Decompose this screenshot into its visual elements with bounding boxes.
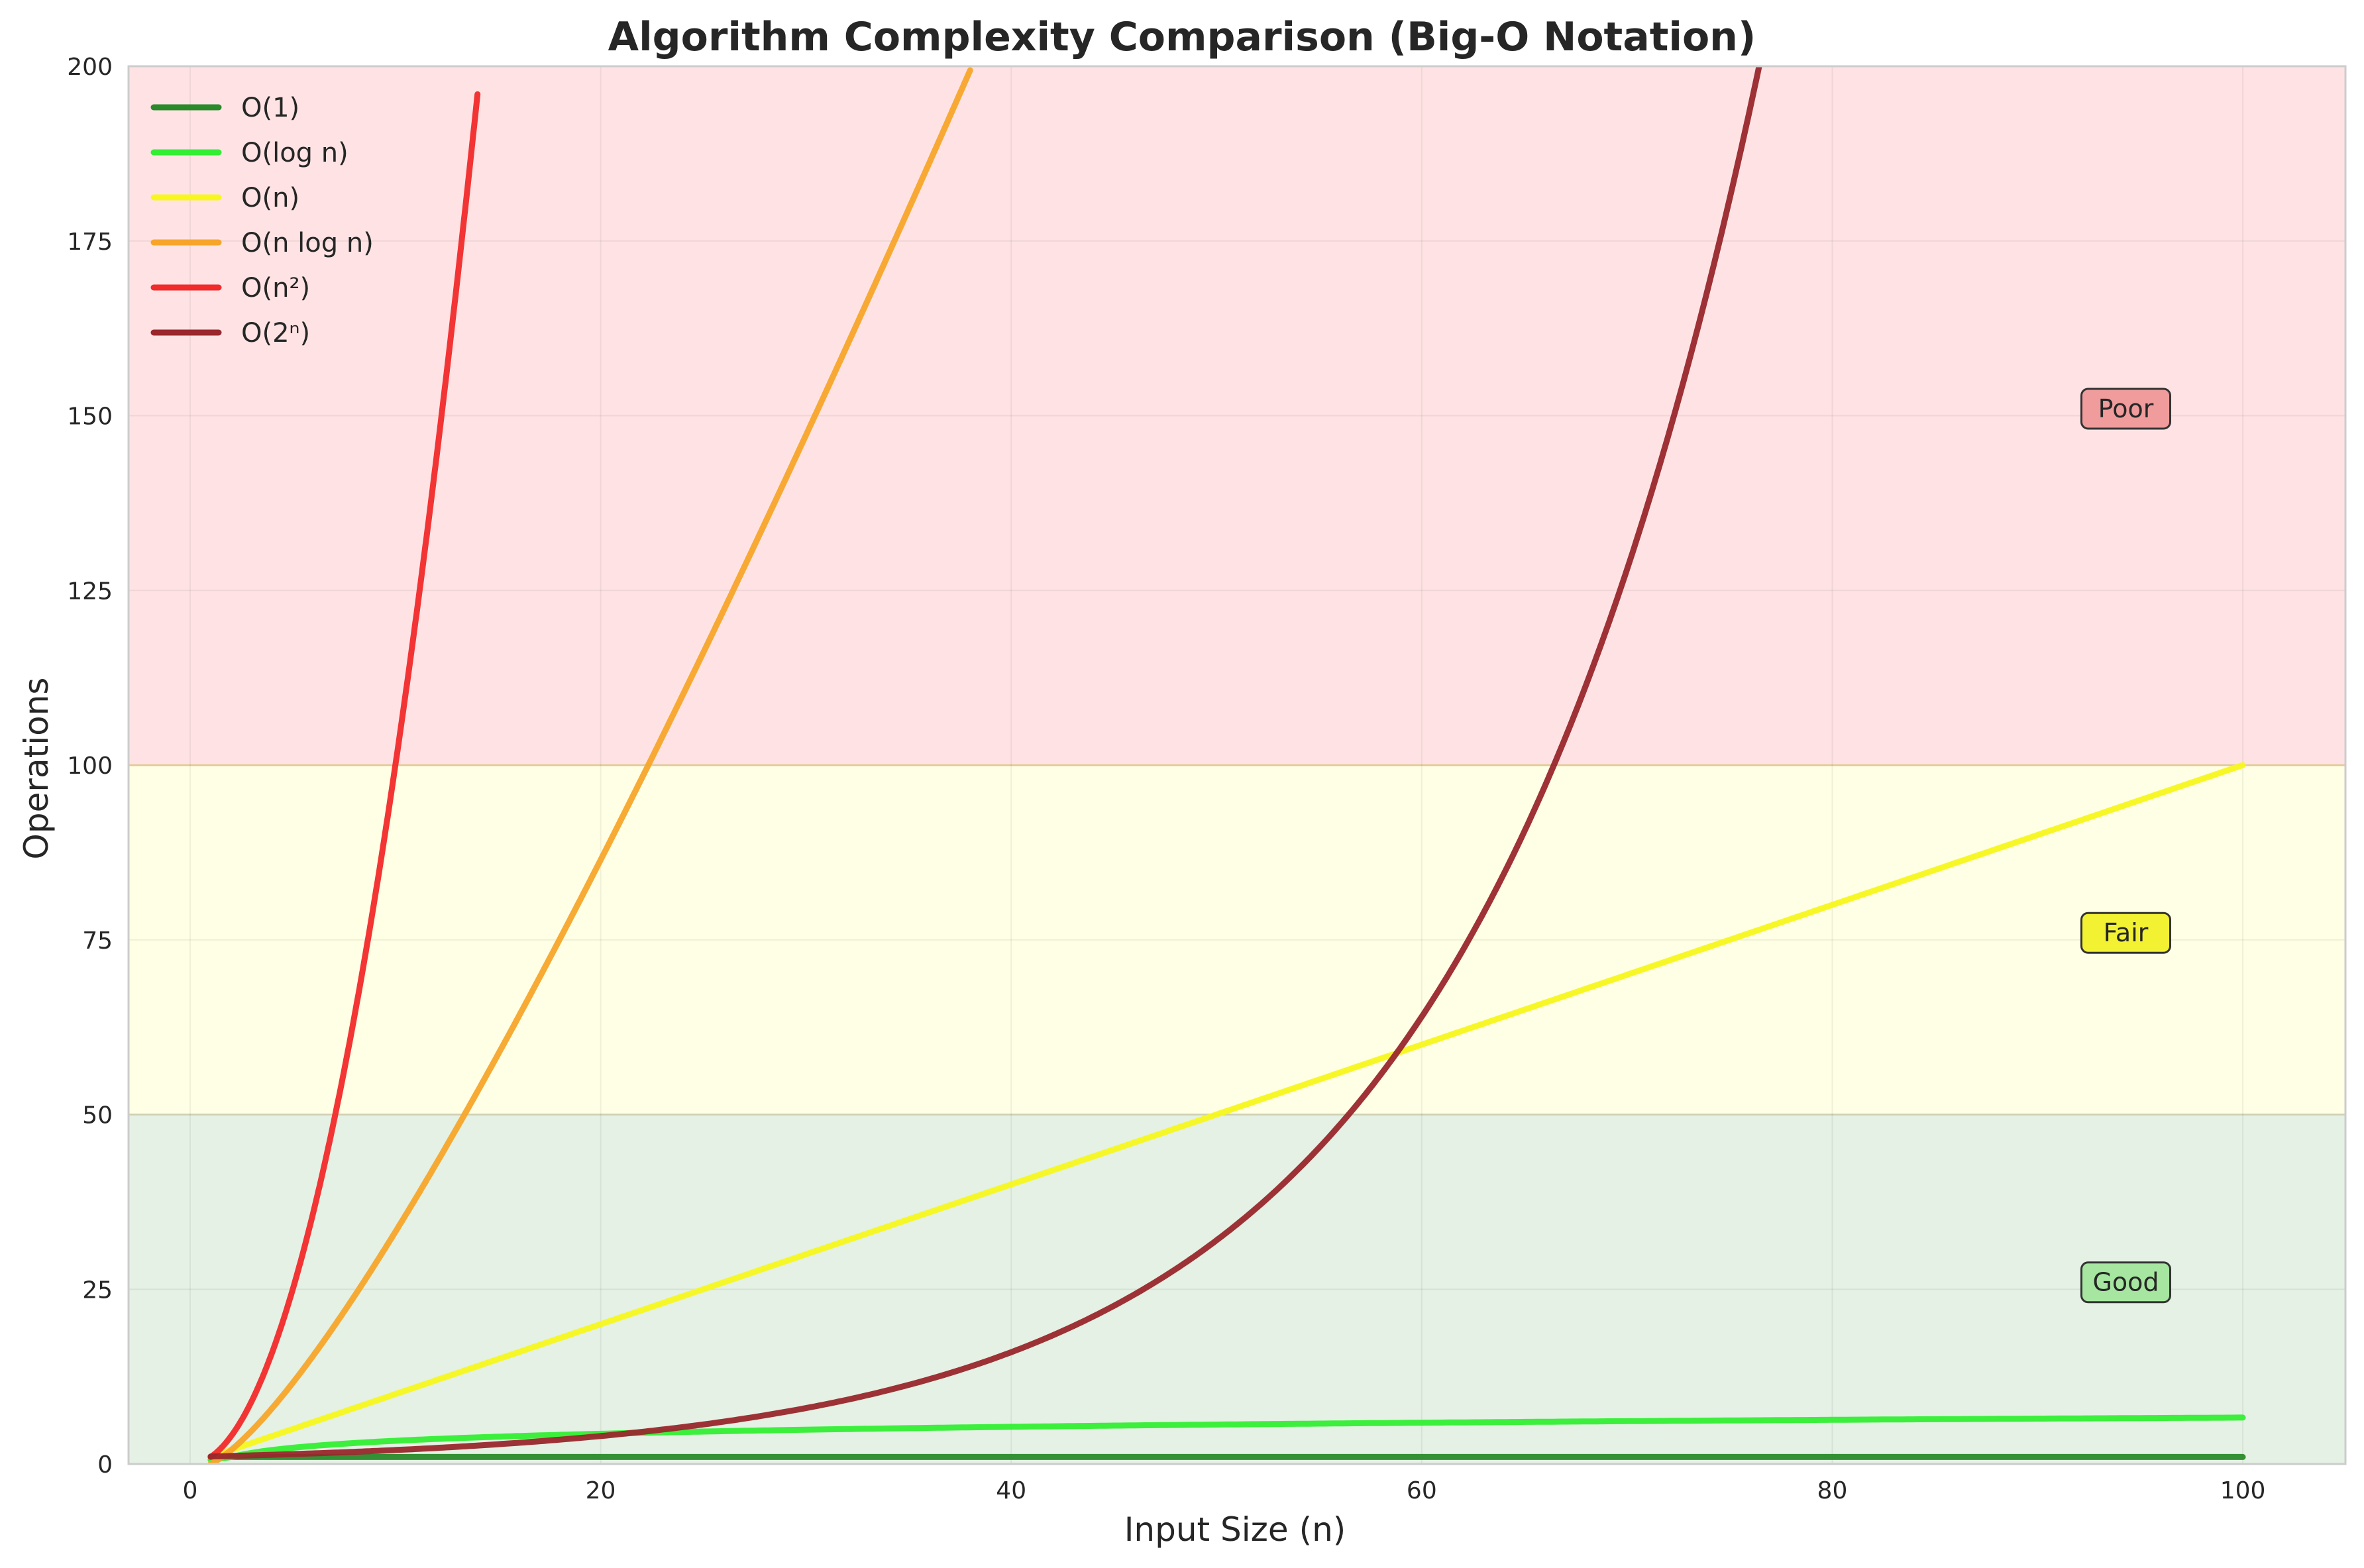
zone-label-fair: Fair (2104, 918, 2149, 947)
zone-label-box (2080, 912, 2171, 954)
y-tick-label: 150 (67, 403, 113, 431)
x-tick-label: 80 (1817, 1477, 1848, 1504)
y-tick-label: 175 (67, 229, 113, 256)
series-line (207, 66, 1762, 1460)
legend-label: O(2ⁿ) (241, 318, 310, 348)
y-axis-label: Operations (17, 678, 56, 860)
legend-label: O(n) (241, 183, 299, 213)
y-tick-label: 0 (97, 1451, 113, 1479)
y-tick-label: 125 (67, 578, 113, 605)
x-tick-label: 0 (182, 1477, 197, 1504)
zone-label-box (2080, 1261, 2171, 1304)
y-tick-label: 25 (82, 1277, 113, 1304)
zone-label-good: Good (2092, 1268, 2159, 1297)
y-tick-label: 50 (82, 1102, 113, 1129)
x-axis-label: Input Size (n) (1124, 1510, 1346, 1549)
legend-label: O(n²) (241, 273, 310, 303)
tick-labels: 0 20 40 60 80 100 0 25 50 75 100 125 150 175 200 (67, 54, 2265, 1504)
legend-label: O(log n) (241, 138, 349, 168)
zone-good (129, 1114, 2345, 1464)
legend-label: O(1) (241, 93, 299, 123)
chart-title: Algorithm Complexity Comparison (Big-O N… (608, 14, 1756, 60)
series-lines (207, 66, 2246, 1464)
y-tick-label: 100 (67, 753, 113, 780)
x-tick-label: 40 (996, 1477, 1026, 1504)
legend: O(1) O(log n) O(n) O(n log n) O(n²) O(2ⁿ) (150, 93, 374, 348)
y-tick-label: 200 (67, 54, 113, 81)
x-tick-label: 100 (2220, 1477, 2266, 1504)
series-line (207, 91, 481, 1460)
series-line (207, 67, 973, 1464)
series-line (207, 1414, 2246, 1463)
zone-labels: Good Fair Poor (2080, 388, 2171, 1304)
zone-label-poor: Poor (2098, 394, 2154, 423)
x-tick-label: 60 (1407, 1477, 1437, 1504)
x-tick-label: 20 (586, 1477, 616, 1504)
plot-frame (127, 65, 2347, 1465)
y-tick-label: 75 (82, 927, 113, 955)
series-line (207, 762, 2246, 1460)
zone-poor (129, 66, 2345, 765)
zone-bands (129, 66, 2345, 1464)
legend-label: O(n log n) (241, 228, 374, 258)
zone-label-box (2080, 388, 2171, 430)
